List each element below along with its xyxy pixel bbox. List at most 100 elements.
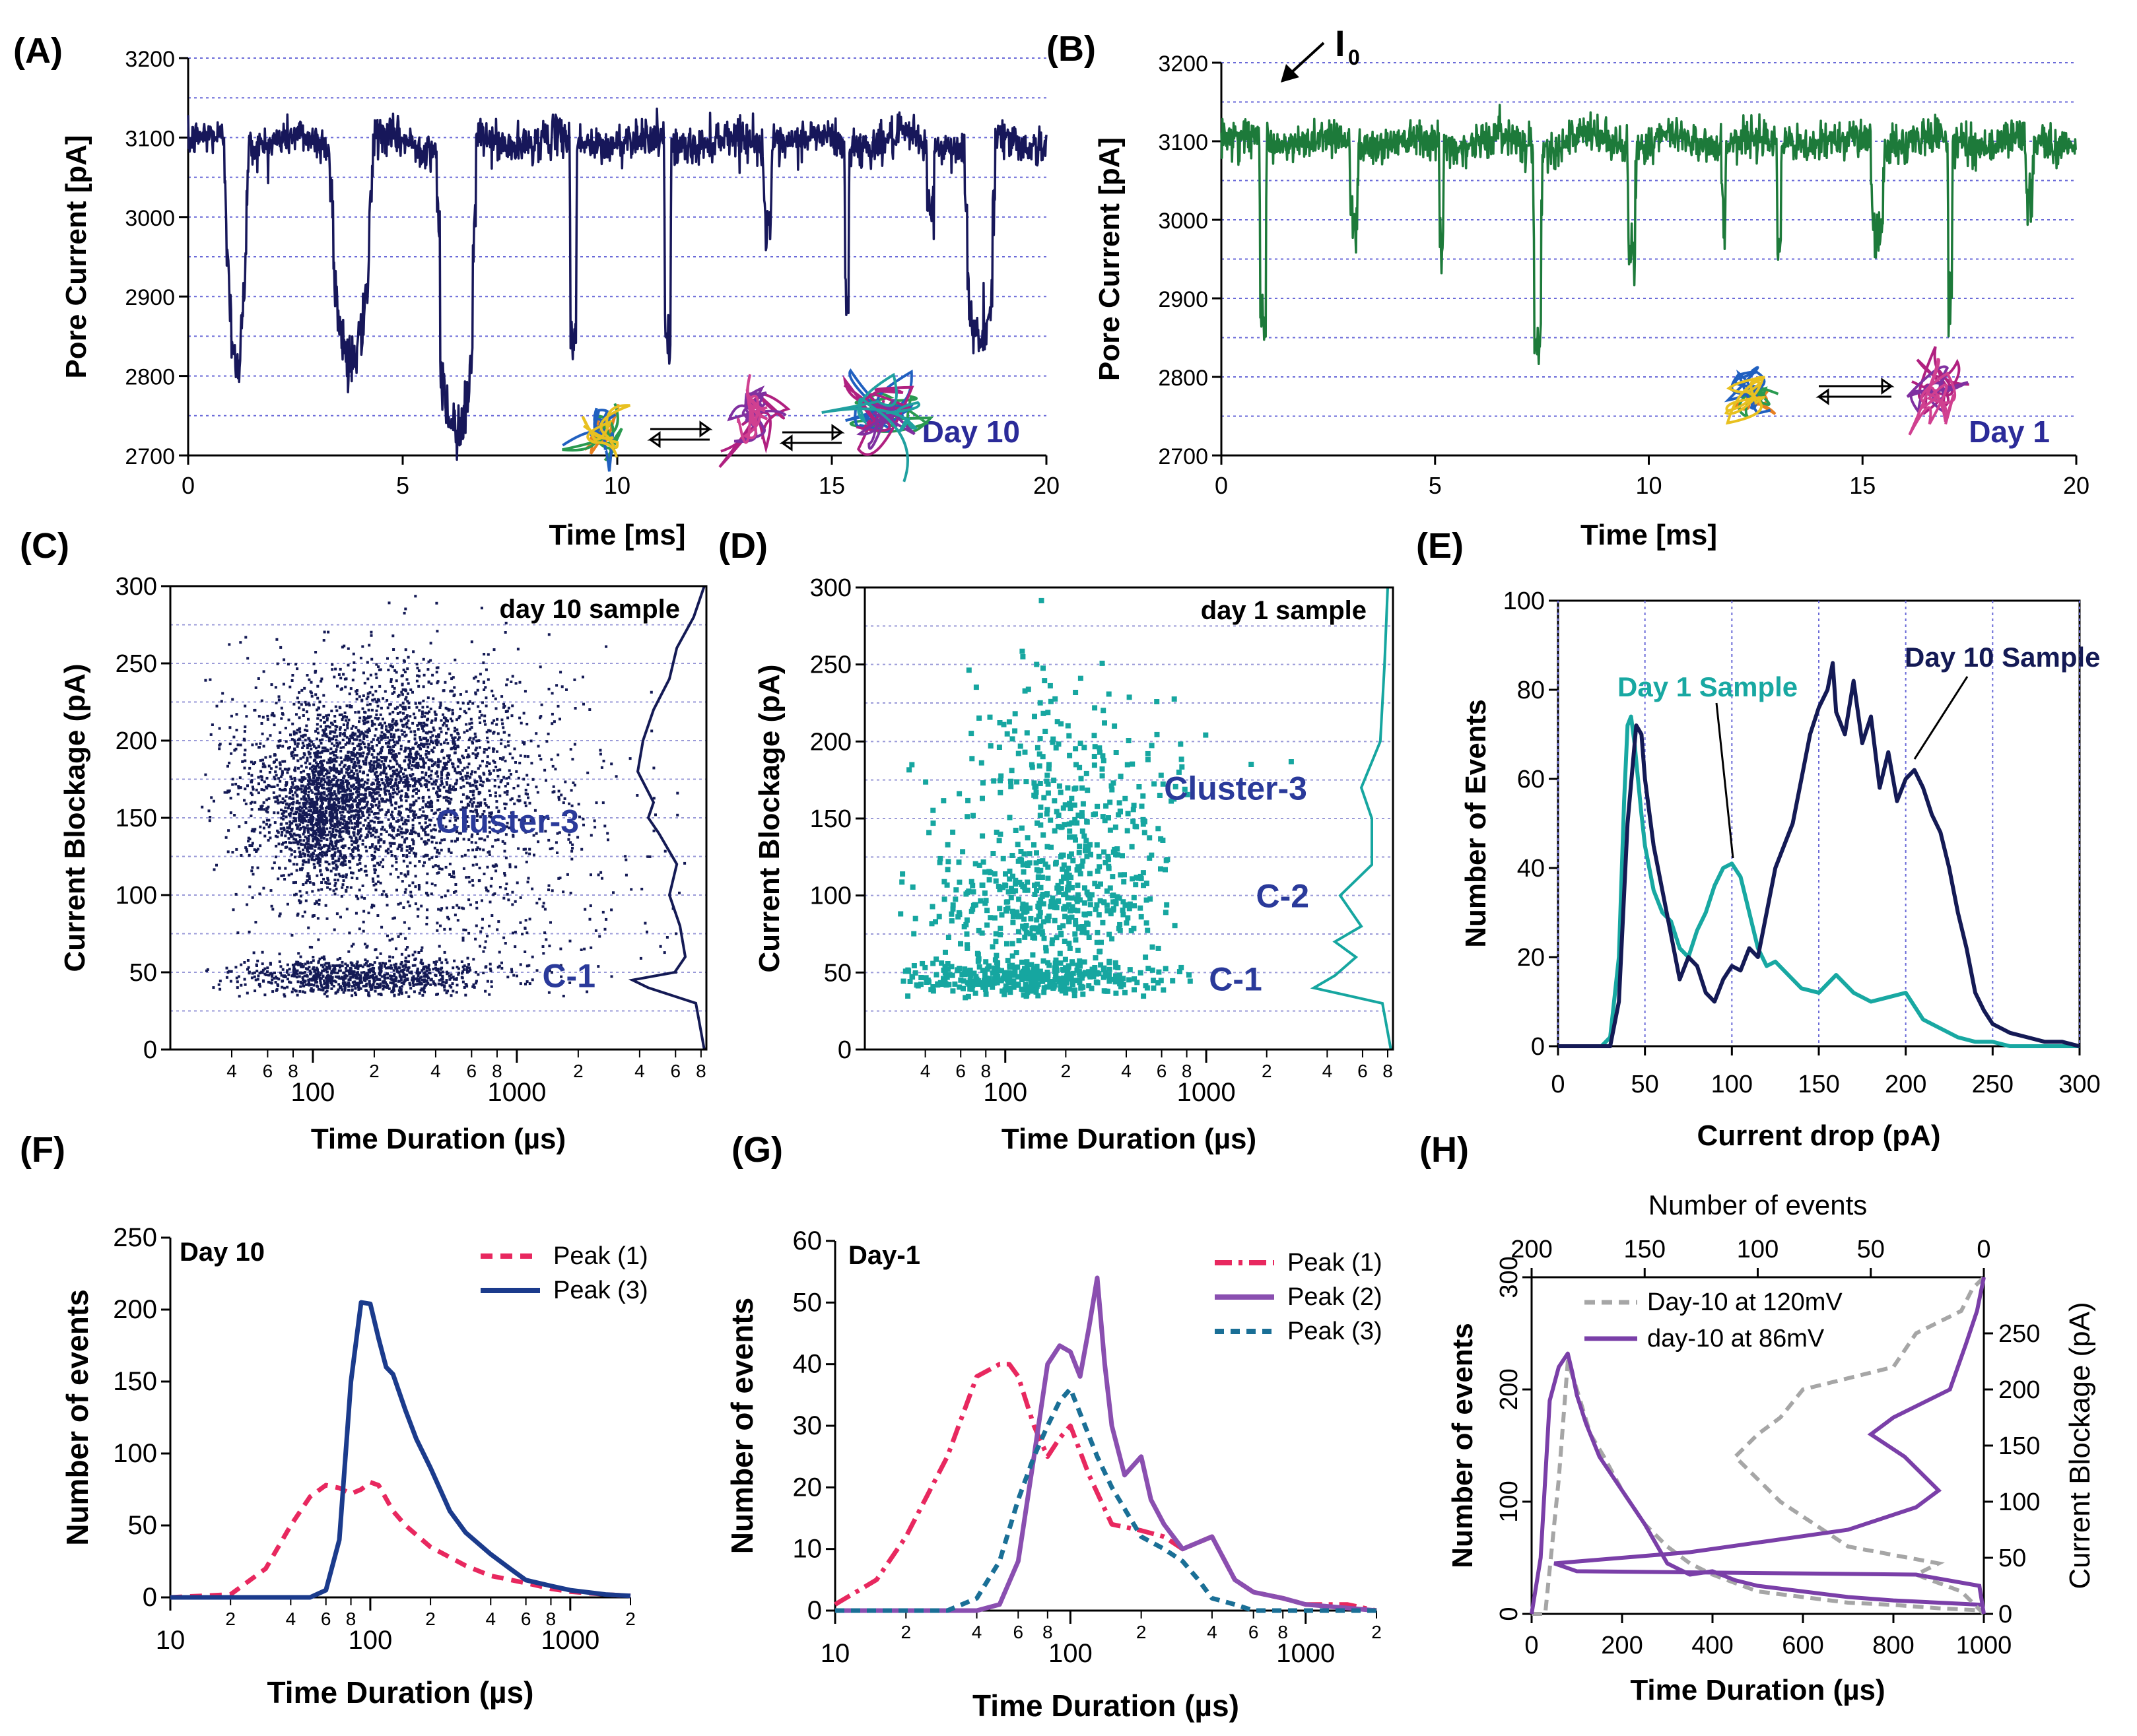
scatter-point (474, 735, 477, 739)
scatter-point (438, 830, 441, 833)
scatter-point (358, 802, 361, 805)
scatter-point (351, 733, 354, 737)
scatter-point (335, 798, 338, 801)
scatter-point (390, 678, 393, 681)
scatter-point (318, 844, 322, 847)
scatter-point (384, 813, 388, 817)
scatter-point (246, 968, 249, 971)
scatter-point (496, 718, 499, 721)
scatter-point (329, 975, 332, 978)
scatter-point (401, 781, 405, 784)
scatter-point (383, 974, 386, 977)
scatter-point (341, 977, 345, 980)
scatter-point (583, 947, 586, 951)
scatter-point (461, 936, 465, 939)
scatter-point (349, 704, 351, 707)
scatter-point (302, 714, 305, 717)
scatter-point (312, 837, 315, 840)
scatter-point (312, 840, 315, 843)
scatter-point (329, 737, 332, 741)
scatter-point (368, 762, 372, 766)
scatter-point (429, 799, 432, 803)
scatter-point (394, 721, 397, 725)
scatter-point (250, 976, 254, 980)
scatter-point (293, 779, 296, 782)
scatter-point (374, 773, 377, 776)
scatter-point (572, 781, 575, 784)
scatter-point (326, 984, 329, 987)
scatter-point (545, 938, 548, 941)
scatter-point (528, 852, 531, 855)
scatter-point (295, 785, 298, 788)
scatter-point (298, 840, 301, 844)
scatter-point (352, 758, 355, 761)
scatter-point (395, 768, 399, 772)
scatter-point (298, 805, 302, 809)
scatter-point (322, 826, 325, 829)
x-tick-label: 20 (1033, 472, 1060, 499)
scatter-point (267, 974, 271, 977)
scatter-point (232, 735, 236, 739)
scatter-point (342, 795, 345, 799)
scatter-point (496, 774, 500, 778)
scatter-point (415, 663, 419, 666)
scatter-point (319, 795, 322, 799)
scatter-point (327, 845, 331, 848)
scatter-point (384, 757, 387, 760)
scatter-point (547, 732, 550, 735)
scatter-point (312, 956, 315, 958)
scatter-point (320, 784, 322, 787)
scatter-point (555, 841, 558, 844)
scatter-point (308, 704, 311, 707)
scatter-point (353, 799, 356, 803)
scatter-point (254, 828, 257, 831)
scatter-point (357, 778, 360, 781)
scatter-point (424, 761, 427, 764)
scatter-point (265, 798, 269, 801)
scatter-point (411, 760, 415, 763)
scatter-point (314, 729, 318, 733)
scatter-point (487, 889, 490, 892)
scatter-point (325, 781, 329, 784)
scatter-point (314, 845, 317, 848)
scatter-point (503, 704, 506, 708)
scatter-point (436, 851, 439, 854)
scatter-point (316, 855, 320, 859)
scatter-point (406, 667, 409, 671)
scatter-point (415, 970, 419, 973)
scatter-point (423, 986, 426, 989)
scatter-point (314, 804, 317, 807)
scatter-point (372, 826, 376, 830)
scatter-point (404, 749, 407, 752)
scatter-point (430, 721, 433, 724)
scatter-point (436, 738, 439, 741)
scatter-point (262, 886, 265, 890)
scatter-point (312, 776, 315, 780)
scatter-point (570, 857, 574, 861)
scatter-point (322, 774, 325, 778)
scatter-point (258, 985, 261, 988)
scatter-point (399, 711, 402, 714)
scatter-point (319, 827, 322, 830)
scatter-point (553, 720, 556, 723)
scatter-point (312, 823, 315, 826)
scatter-point (465, 971, 469, 974)
scatter-point (389, 974, 392, 978)
scatter-point (393, 784, 396, 786)
scatter-point (278, 866, 281, 869)
scatter-point (318, 766, 321, 769)
scatter-point (333, 817, 336, 820)
scatter-point (446, 754, 449, 757)
scatter-point (339, 770, 342, 774)
scatter-point (488, 815, 491, 818)
scatter-point (335, 782, 339, 785)
scatter-point (353, 753, 356, 756)
scatter-point (290, 974, 294, 978)
scatter-point (405, 795, 409, 799)
scatter-point (311, 770, 314, 772)
scatter-point (241, 760, 244, 763)
scatter-point (414, 885, 417, 888)
scatter-point (316, 975, 319, 978)
scatter-point (313, 969, 316, 972)
scatter-point (462, 867, 465, 870)
